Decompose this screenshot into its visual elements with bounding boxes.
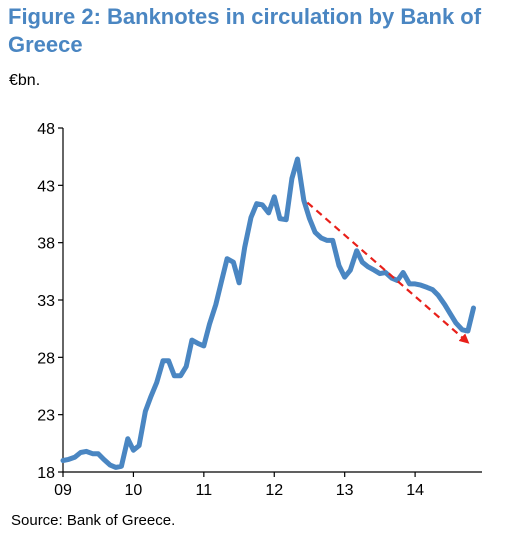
y-axis-unit-label: €bn.: [9, 72, 41, 89]
x-tick-label: 14: [406, 482, 424, 499]
y-tick-label: 23: [37, 408, 55, 425]
y-tick-label: 33: [37, 293, 55, 310]
x-tick-labels: 09 10 11 12 13 14: [54, 482, 424, 499]
y-tick-labels: 18 23 28 33 38 43 48: [37, 121, 55, 482]
series-line-banknotes: [60, 156, 476, 470]
x-tick-label: 09: [54, 482, 72, 499]
x-tick-label: 12: [265, 482, 283, 499]
x-tick-label: 10: [125, 482, 143, 499]
y-tick-label: 43: [37, 178, 55, 195]
y-tick-label: 28: [37, 350, 55, 367]
y-tick-label: 48: [37, 121, 55, 138]
series-layer: [60, 156, 476, 470]
y-tick-label: 38: [37, 236, 55, 253]
y-tick-label: 18: [37, 465, 55, 482]
chart-axes: [58, 127, 482, 477]
x-tick-label: 11: [196, 482, 213, 499]
chart-title: Figure 2: Banknotes in circulation by Ba…: [8, 4, 482, 57]
source-note: Source: Bank of Greece.: [11, 512, 176, 529]
x-tick-label: 13: [336, 482, 354, 499]
